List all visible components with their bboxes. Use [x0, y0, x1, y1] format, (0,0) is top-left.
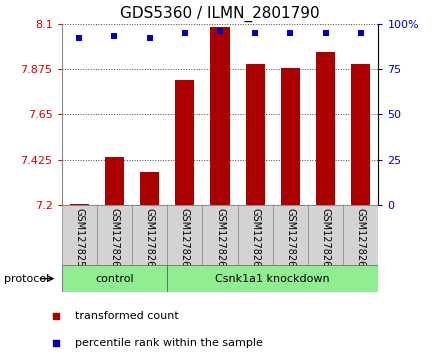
Text: GSM1278262: GSM1278262 [180, 208, 190, 274]
Text: transformed count: transformed count [75, 311, 179, 321]
Bar [62, 265, 167, 292]
Title: GDS5360 / ILMN_2801790: GDS5360 / ILMN_2801790 [120, 6, 320, 22]
Text: GSM1278259: GSM1278259 [74, 208, 84, 274]
Bar [281, 68, 300, 205]
Bar [202, 205, 238, 265]
Bar [351, 64, 370, 205]
Point [357, 30, 364, 36]
Bar [70, 204, 89, 205]
Bar [246, 64, 265, 205]
Point [216, 28, 224, 34]
Text: GSM1278263: GSM1278263 [215, 208, 225, 273]
Bar [175, 80, 194, 205]
Bar [308, 205, 343, 265]
Point [146, 35, 153, 41]
Bar [316, 52, 335, 205]
Text: protocol: protocol [4, 274, 50, 284]
Point [76, 35, 83, 41]
Bar [343, 205, 378, 265]
Point [111, 33, 118, 39]
Text: GSM1278265: GSM1278265 [286, 208, 295, 274]
Point [287, 30, 294, 36]
Point [322, 30, 329, 36]
Text: Csnk1a1 knockdown: Csnk1a1 knockdown [216, 274, 330, 284]
Bar [97, 205, 132, 265]
Text: GSM1278267: GSM1278267 [356, 208, 366, 274]
Point [252, 30, 259, 36]
Bar [167, 205, 202, 265]
Bar [140, 172, 159, 205]
Bar [273, 205, 308, 265]
Text: percentile rank within the sample: percentile rank within the sample [75, 338, 263, 348]
Text: GSM1278260: GSM1278260 [110, 208, 119, 273]
Bar [62, 205, 97, 265]
Point [340, 174, 347, 180]
Text: GSM1278266: GSM1278266 [321, 208, 330, 273]
Point [181, 30, 188, 36]
Bar [132, 205, 167, 265]
Text: GSM1278261: GSM1278261 [145, 208, 154, 273]
Bar [167, 265, 378, 292]
Text: control: control [95, 274, 134, 284]
Text: GSM1278264: GSM1278264 [250, 208, 260, 273]
Bar [238, 205, 273, 265]
Bar [210, 26, 230, 205]
Bar [105, 157, 124, 205]
